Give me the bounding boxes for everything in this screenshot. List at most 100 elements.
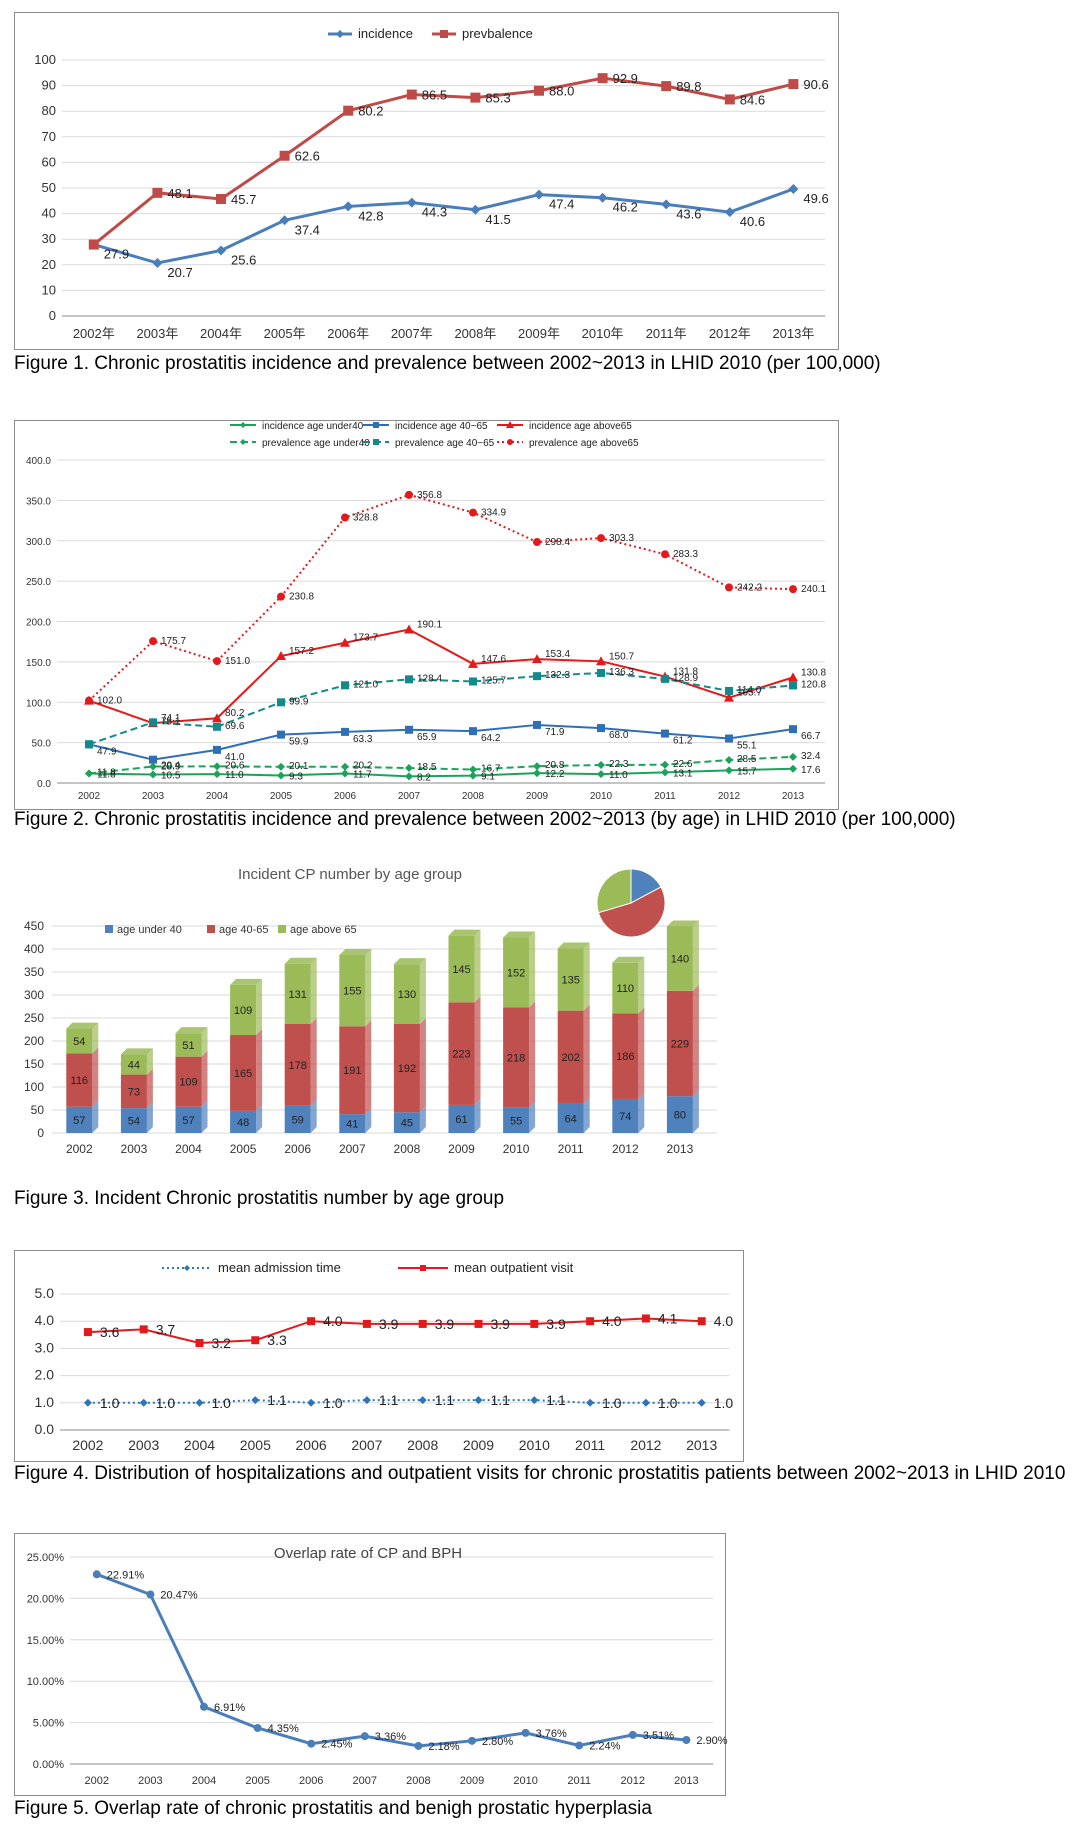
x-tick-label: 2010 xyxy=(513,1775,537,1787)
data-label: 3.9 xyxy=(546,1316,566,1332)
data-label: 218 xyxy=(507,1053,525,1065)
data-label: 69.6 xyxy=(225,721,245,732)
data-label: 114.0 xyxy=(737,685,762,696)
data-point xyxy=(586,1398,595,1407)
data-point xyxy=(469,677,477,686)
series-line xyxy=(93,187,794,265)
data-label: 1.0 xyxy=(323,1395,343,1411)
data-label: 61.2 xyxy=(673,736,693,747)
data-label: 152 xyxy=(507,967,525,979)
y-tick-label: 400.0 xyxy=(26,456,51,467)
data-label: 178 xyxy=(289,1060,307,1072)
figure-2-frame xyxy=(14,420,839,810)
figure-1-frame xyxy=(14,12,839,350)
series-line xyxy=(87,1317,702,1344)
data-label: 22.3 xyxy=(609,759,629,770)
data-label: 48 xyxy=(237,1117,249,1129)
data-label: 45 xyxy=(401,1118,413,1130)
data-label: 303.3 xyxy=(609,533,634,544)
data-label: 41.5 xyxy=(485,212,510,227)
data-point xyxy=(641,1314,650,1323)
data-label: 84.6 xyxy=(740,92,765,107)
bar-top xyxy=(503,931,536,938)
data-label: 55 xyxy=(510,1115,522,1127)
legend-label: prevbalence xyxy=(462,26,533,41)
x-tick-label: 2005年 xyxy=(264,326,306,341)
data-point xyxy=(418,1319,427,1328)
data-point xyxy=(213,657,221,666)
data-label: 4.0 xyxy=(323,1313,343,1329)
legend-marker xyxy=(184,1265,190,1271)
data-point xyxy=(92,1570,101,1579)
data-point xyxy=(139,1398,148,1407)
legend-label: age under 40 xyxy=(117,924,182,936)
x-tick-label: 2012年 xyxy=(709,326,751,341)
y-tick-label: 5.00% xyxy=(33,1718,64,1730)
data-label: 1.1 xyxy=(435,1392,455,1408)
data-label: 130 xyxy=(398,989,416,1001)
data-point xyxy=(682,1735,691,1744)
bar-side xyxy=(365,1020,372,1115)
data-label: 9.1 xyxy=(481,772,495,783)
bar-side xyxy=(365,1108,372,1133)
data-label: 1.0 xyxy=(212,1395,232,1411)
data-label: 3.36% xyxy=(375,1731,406,1743)
data-label: 20.4 xyxy=(161,761,181,772)
data-label: 48.1 xyxy=(167,186,192,201)
data-point xyxy=(725,686,733,695)
series-line xyxy=(88,671,794,746)
data-point xyxy=(586,1317,595,1326)
bar-side xyxy=(583,942,590,1011)
data-label: 1.0 xyxy=(100,1395,120,1411)
y-tick-label: 20 xyxy=(42,257,56,272)
x-tick-label: 2006 xyxy=(284,1142,311,1156)
data-label: 283.3 xyxy=(673,549,698,560)
data-label: 3.6 xyxy=(100,1324,120,1340)
data-point xyxy=(307,1398,316,1407)
data-label: 1.1 xyxy=(546,1392,566,1408)
data-label: 27.9 xyxy=(104,247,129,262)
bar-segment xyxy=(557,1010,584,1104)
x-tick-label: 2010 xyxy=(590,791,613,802)
x-tick-label: 2007 xyxy=(398,791,421,802)
data-label: 44.3 xyxy=(422,205,447,220)
data-label: 64.2 xyxy=(481,733,501,744)
y-tick-label: 300 xyxy=(24,988,44,1002)
data-label: 59.9 xyxy=(289,737,309,748)
data-label: 80.2 xyxy=(358,104,383,119)
data-label: 47.4 xyxy=(549,197,574,212)
bar-side xyxy=(92,1022,99,1054)
data-point xyxy=(532,654,542,664)
figure-2: 0.0 50.0 100.0 150.0 200.0 250.0 300.0 350.0 400… xyxy=(0,410,1080,840)
bar-side xyxy=(692,920,699,991)
y-tick-label: 3.0 xyxy=(35,1339,55,1355)
data-point xyxy=(469,508,477,517)
data-label: 3.3 xyxy=(267,1332,287,1348)
data-point xyxy=(253,1723,262,1732)
x-tick-label: 2004 xyxy=(192,1775,216,1787)
data-point xyxy=(149,770,157,779)
figure-5: 0.00% 5.00% 10.00% 15.00% 20.00% 25.00% 2002 20… xyxy=(0,1533,1080,1833)
legend-label: incidence age under40 xyxy=(262,421,364,432)
y-tick-label: 100 xyxy=(34,52,56,67)
data-point xyxy=(530,1319,539,1328)
bar-side xyxy=(474,1098,481,1133)
data-point xyxy=(469,727,477,736)
bar-segment xyxy=(448,1002,475,1105)
data-label: 74.1 xyxy=(161,713,181,724)
bar-segment xyxy=(230,984,257,1036)
bar-top xyxy=(339,948,372,955)
x-tick-label: 2013 xyxy=(674,1775,698,1787)
data-point xyxy=(341,727,349,736)
data-point xyxy=(360,1732,369,1741)
data-label: 49.6 xyxy=(803,191,828,206)
data-label: 74 xyxy=(619,1111,631,1123)
data-point xyxy=(661,760,669,769)
x-tick-label: 2005 xyxy=(240,1437,271,1453)
data-point xyxy=(251,1396,260,1405)
chart-title: Incident CP number by age group xyxy=(238,866,462,883)
data-label: 356.8 xyxy=(417,490,442,501)
bar-segment xyxy=(612,1013,639,1099)
x-tick-label: 2013 xyxy=(782,791,805,802)
data-point xyxy=(597,668,605,677)
